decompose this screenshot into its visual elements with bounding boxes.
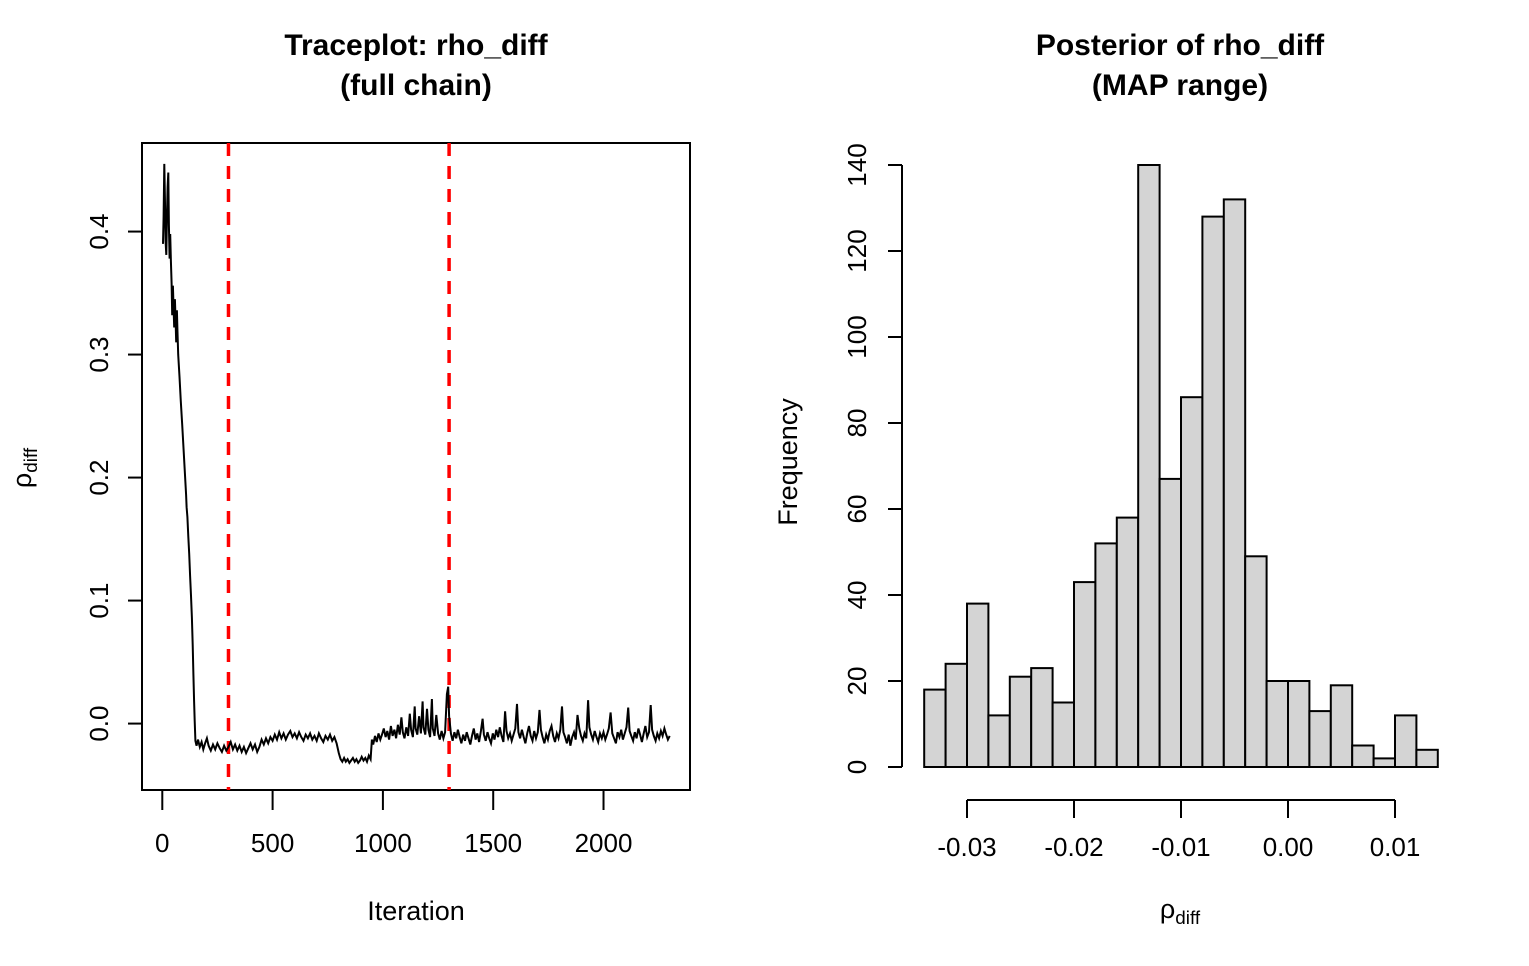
histogram-title-line1: Posterior of rho_diff <box>1035 29 1325 62</box>
histogram-bar <box>1073 581 1097 768</box>
histogram-bar <box>1329 684 1354 768</box>
histogram-x-tick-label: -0.03 <box>937 832 996 862</box>
histogram-title: Posterior of rho_diff (MAP range) <box>880 26 1480 106</box>
histogram-x-tick-label: -0.01 <box>1151 832 1210 862</box>
traceplot-box <box>141 142 691 791</box>
histogram-bar <box>966 602 990 768</box>
traceplot-title-line1: Traceplot: rho_diff <box>284 29 548 62</box>
histogram-ylabel: Frequency <box>773 398 803 526</box>
histogram-y-tick-label: 100 <box>842 315 872 358</box>
histogram-xlabel-symbol: ρ <box>1159 894 1176 924</box>
histogram-x-tick-label: 0.00 <box>1263 832 1314 862</box>
histogram-y-tick-label: 40 <box>842 581 872 610</box>
histogram-xlabel: ρdiff <box>1080 894 1280 934</box>
traceplot-y-tick-label: 0.1 <box>84 582 114 618</box>
histogram-bar <box>1415 748 1439 768</box>
traceplot-y-tick-label: 0.4 <box>84 213 114 249</box>
traceplot-x-tick-label: 1000 <box>354 828 412 858</box>
histogram-bar <box>923 688 947 768</box>
histogram-y-tick-label: 20 <box>842 667 872 696</box>
histogram-bar <box>1351 744 1375 768</box>
traceplot-x-tick-label: 2000 <box>575 828 633 858</box>
histogram-bar <box>1372 757 1396 769</box>
traceplot-y-tick-label: 0.3 <box>84 336 114 372</box>
histogram-x-tick-label: -0.02 <box>1044 832 1103 862</box>
traceplot-ylabel: ρdiff <box>7 408 47 528</box>
traceplot-ylabel-symbol: ρ <box>7 472 37 489</box>
histogram-bar <box>1094 542 1118 769</box>
histogram-bar <box>944 662 968 768</box>
histogram-title-line2: (MAP range) <box>1091 69 1269 102</box>
histogram-bar <box>1030 667 1054 768</box>
histogram-bar <box>1265 680 1289 768</box>
histogram-bar <box>1137 164 1161 768</box>
histogram-y-tick-label: 140 <box>842 143 872 186</box>
traceplot-y-tick-label: 0.2 <box>84 459 114 495</box>
traceplot-y-tick-label: 0.0 <box>84 705 114 741</box>
histogram-bar <box>1394 714 1418 769</box>
trace-line <box>162 163 671 765</box>
histogram-y-tick-label: 60 <box>842 495 872 524</box>
histogram-bar <box>1051 701 1075 768</box>
traceplot-x-tick-label: 0 <box>155 828 169 858</box>
histogram-bar <box>1008 675 1033 769</box>
histogram-bar <box>1180 396 1204 768</box>
histogram-bar <box>987 714 1011 769</box>
traceplot-ylabel-subscript: diff <box>21 447 42 473</box>
histogram-bar <box>1222 198 1247 768</box>
histogram-bar <box>1115 516 1140 768</box>
histogram-y-tick-label: 120 <box>842 229 872 272</box>
traceplot-xlabel: Iteration <box>367 896 465 926</box>
histogram-y-tick-label: 0 <box>842 760 872 774</box>
histogram-bar <box>1158 477 1182 768</box>
histogram-xlabel-subscript: diff <box>1175 908 1201 929</box>
histogram-x-tick-label: 0.01 <box>1370 832 1421 862</box>
traceplot-x-tick-label: 1500 <box>464 828 522 858</box>
traceplot-title-line2: (full chain) <box>340 69 492 102</box>
histogram-bar <box>1201 215 1225 769</box>
traceplot-title: Traceplot: rho_diff (full chain) <box>142 26 690 106</box>
histogram-bar <box>1244 555 1268 768</box>
traceplot-x-tick-label: 500 <box>251 828 294 858</box>
histogram-y-tick-label: 80 <box>842 409 872 438</box>
histogram-bar <box>1308 710 1332 768</box>
histogram-bar <box>1287 680 1311 768</box>
